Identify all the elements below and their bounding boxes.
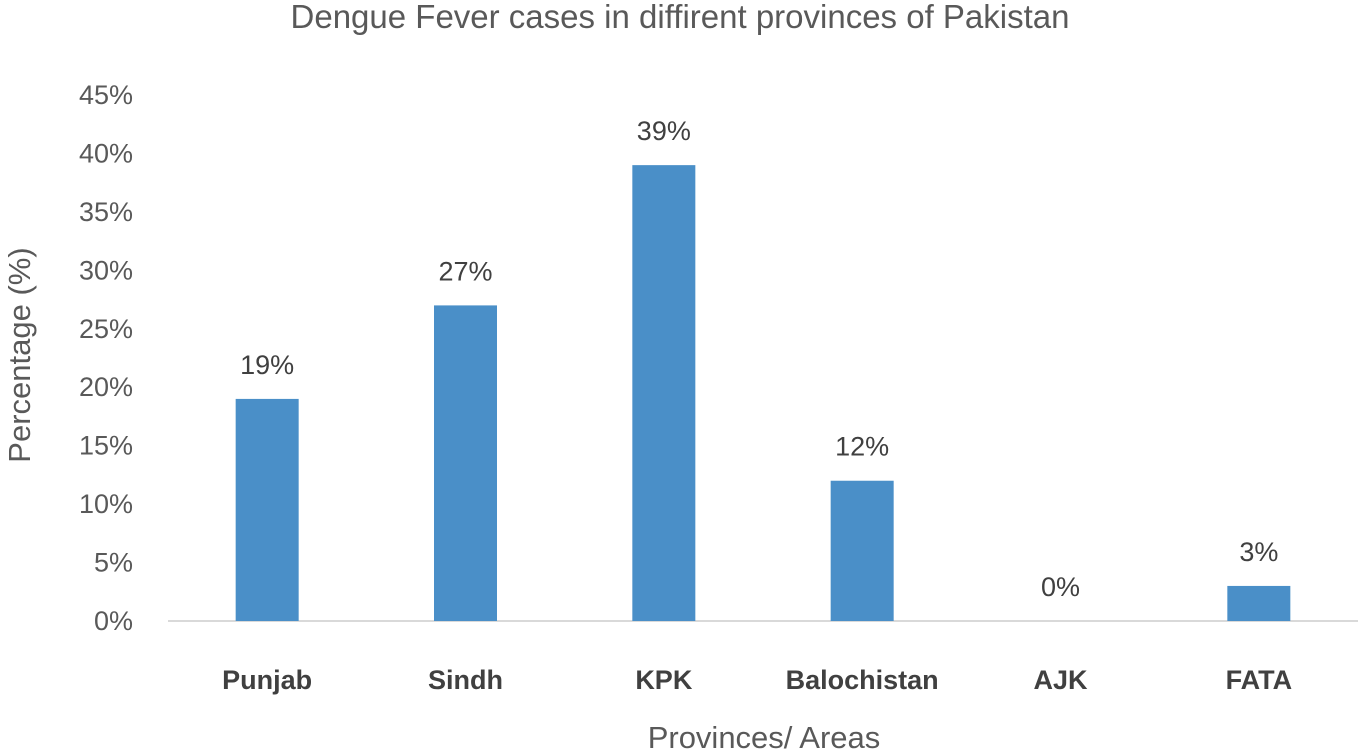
- category-label-balochistan: Balochistan: [786, 665, 939, 695]
- data-label-sindh: 27%: [438, 256, 492, 286]
- y-axis-title: Percentage (%): [2, 247, 37, 462]
- chart-title: Dengue Fever cases in diffirent province…: [291, 0, 1070, 35]
- y-tick-label: 45%: [79, 80, 133, 110]
- bar-balochistan: [830, 480, 894, 621]
- y-tick-label: 10%: [79, 489, 133, 519]
- category-label-ajk: AJK: [1033, 665, 1088, 695]
- y-tick-label: 20%: [79, 372, 133, 402]
- data-label-kpk: 39%: [637, 116, 691, 146]
- bars: [235, 165, 1291, 621]
- x-axis-title: Provinces/ Areas: [648, 720, 881, 754]
- data-label-balochistan: 12%: [835, 432, 889, 462]
- y-tick-label: 0%: [94, 606, 133, 636]
- data-label-fata: 3%: [1239, 537, 1278, 567]
- y-tick-label: 40%: [79, 138, 133, 168]
- category-label-fata: FATA: [1226, 665, 1293, 695]
- y-tick-labels: 0% 5% 10% 15% 20% 25% 30% 35% 40% 45%: [79, 80, 133, 636]
- category-label-sindh: Sindh: [428, 665, 503, 695]
- y-tick-label: 15%: [79, 431, 133, 461]
- bar-kpk: [632, 165, 696, 621]
- bar-sindh: [434, 305, 497, 621]
- y-tick-label: 35%: [79, 197, 133, 227]
- bar-punjab: [235, 398, 299, 621]
- data-label-ajk: 0%: [1041, 572, 1080, 602]
- bar-fata: [1227, 585, 1291, 621]
- category-labels: Punjab Sindh KPK Balochistan AJK FATA: [222, 665, 1292, 695]
- data-labels: 19% 27% 39% 12% 0% 3%: [240, 116, 1278, 602]
- data-label-punjab: 19%: [240, 350, 294, 380]
- y-tick-label: 30%: [79, 255, 133, 285]
- category-label-kpk: KPK: [635, 665, 693, 695]
- category-label-punjab: Punjab: [222, 665, 312, 695]
- y-tick-label: 25%: [79, 314, 133, 344]
- y-tick-label: 5%: [94, 548, 133, 578]
